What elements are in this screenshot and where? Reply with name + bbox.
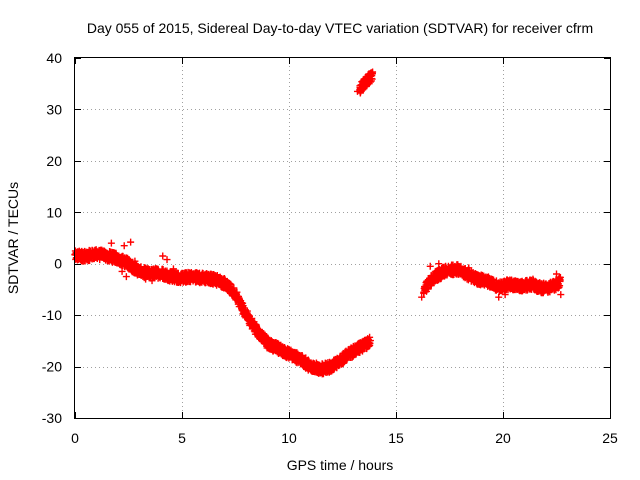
- data-point: [77, 248, 85, 256]
- data-point: [529, 275, 537, 283]
- data-point: [163, 256, 171, 264]
- data-points: [71, 68, 565, 378]
- data-point: [426, 262, 434, 270]
- data-point: [220, 275, 228, 283]
- data-point: [557, 291, 565, 299]
- data-point: [556, 276, 564, 284]
- x-tick-label: 20: [495, 430, 511, 446]
- data-point: [418, 293, 426, 301]
- data-point: [495, 293, 503, 301]
- y-tick-label: -20: [42, 359, 62, 375]
- y-tick-label: -10: [42, 307, 62, 323]
- data-point: [553, 270, 560, 278]
- plot-frame: [74, 57, 611, 419]
- data-point: [148, 277, 156, 285]
- y-axis-label: SDTVAR / TECUs: [5, 182, 21, 294]
- y-tick-label: 30: [46, 101, 62, 117]
- data-point: [353, 87, 361, 95]
- x-tick-label: 10: [281, 430, 297, 446]
- axis-ticks: [75, 58, 611, 419]
- data-point: [469, 269, 477, 277]
- data-point: [169, 265, 177, 273]
- y-tick-label: 10: [46, 204, 62, 220]
- x-tick-label: 25: [602, 430, 618, 446]
- data-point: [131, 257, 139, 265]
- data-point: [122, 273, 130, 281]
- y-tick-label: 20: [46, 153, 62, 169]
- data-point: [118, 267, 126, 275]
- y-tick-label: 0: [54, 256, 62, 272]
- data-point: [368, 69, 376, 77]
- data-point: [120, 242, 128, 250]
- x-tick-label: 5: [178, 430, 186, 446]
- x-tick-label: 0: [71, 430, 79, 446]
- data-point: [107, 239, 115, 247]
- data-point: [448, 261, 456, 269]
- data-point: [366, 337, 374, 345]
- x-tick-label: 15: [388, 430, 404, 446]
- x-axis-label: GPS time / hours: [287, 457, 394, 473]
- y-tick-labels: -30 -20 -10 0 10 20 30 40: [42, 50, 62, 426]
- x-tick-labels: 0 5 10 15 20 25: [71, 430, 618, 446]
- data-point: [465, 264, 473, 272]
- data-point: [127, 238, 135, 246]
- data-point: [142, 275, 150, 283]
- data-point: [501, 291, 509, 299]
- data-point: [159, 252, 167, 260]
- y-tick-label: -30: [42, 410, 62, 426]
- y-tick-label: 40: [46, 50, 62, 66]
- data-point: [435, 260, 443, 268]
- chart-title: Day 055 of 2015, Sidereal Day-to-day VTE…: [87, 20, 593, 36]
